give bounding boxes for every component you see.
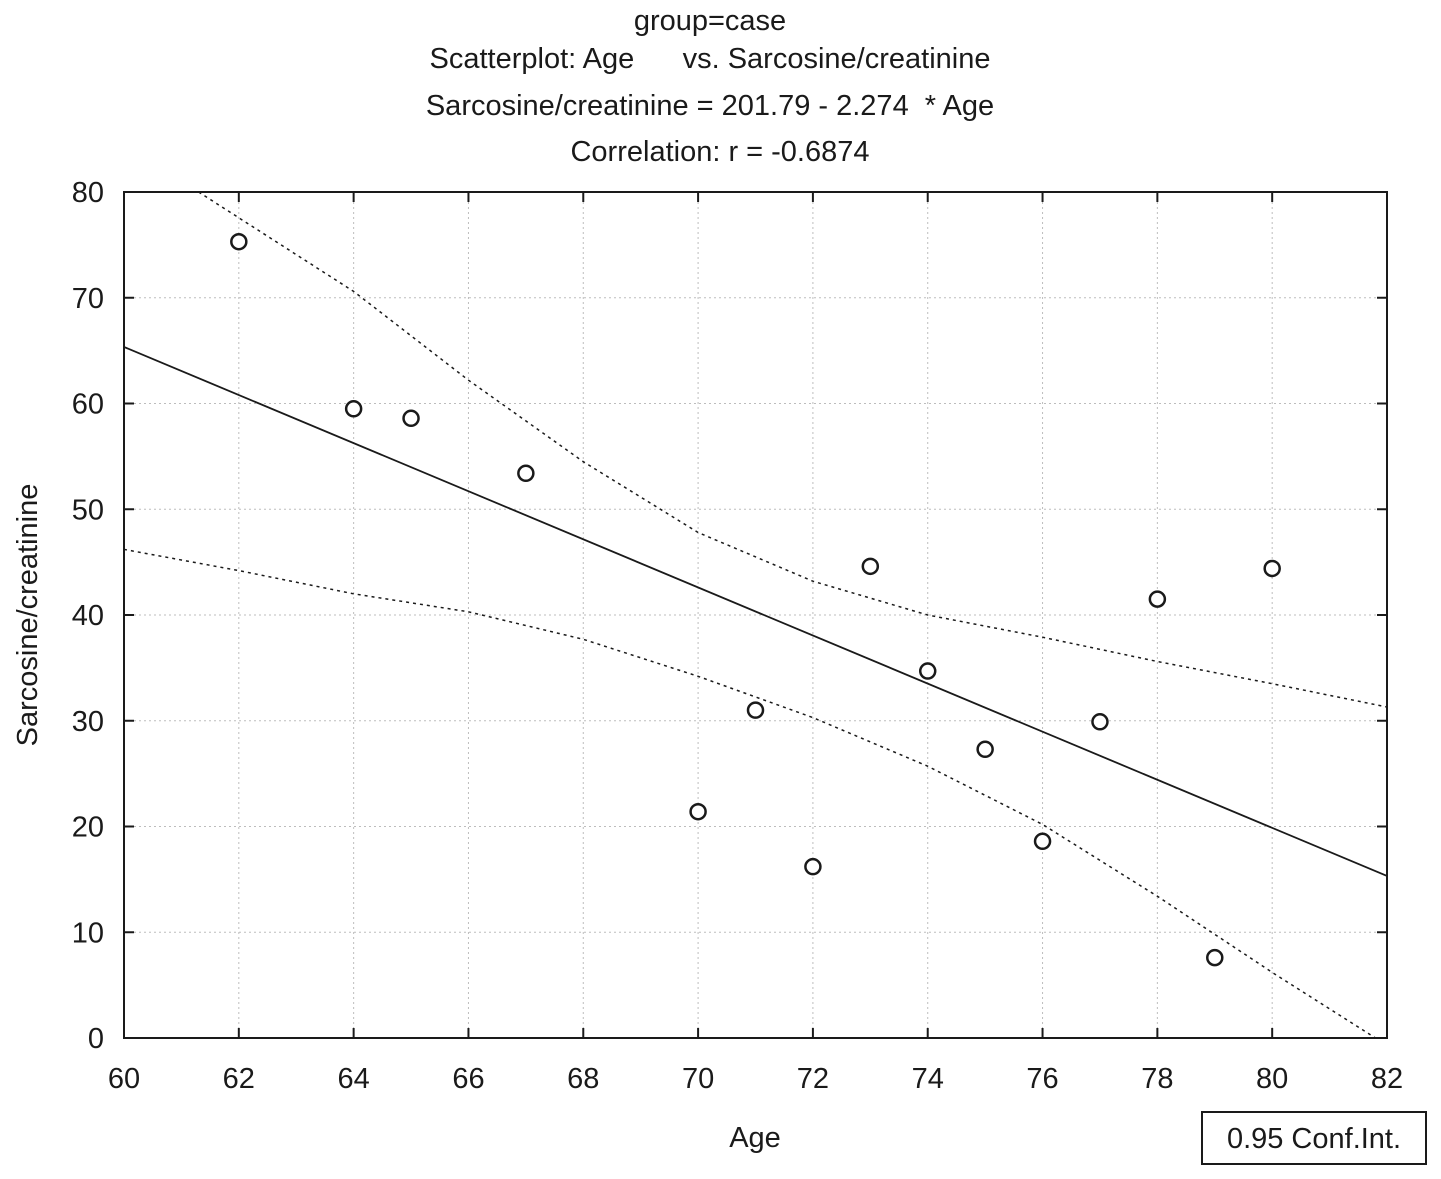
y-tick-label: 80 xyxy=(72,177,104,209)
data-point xyxy=(344,400,363,418)
x-tick-label: 70 xyxy=(682,1063,714,1095)
x-tick-label: 78 xyxy=(1141,1063,1173,1095)
data-points xyxy=(230,232,1281,967)
x-tick-labels: 60 62 64 66 68 70 72 74 76 78 80 82 xyxy=(108,1063,1403,1095)
data-point xyxy=(230,232,248,251)
chart-title-line-2: Scatterplot: Age vs. Sarcosine/creatinin… xyxy=(430,43,991,75)
confidence-band-upper xyxy=(198,191,1388,708)
legend-label: 0.95 Conf.Int. xyxy=(1227,1123,1401,1155)
confidence-band xyxy=(123,191,1388,1039)
x-tick-label: 76 xyxy=(1026,1063,1058,1095)
y-tick-label: 50 xyxy=(72,494,104,526)
y-axis-title: Sarcosine/creatinine xyxy=(12,484,44,747)
data-point xyxy=(1091,713,1109,731)
y-tick-label: 30 xyxy=(72,706,104,738)
y-tick-labels: 0 10 20 30 40 50 60 70 80 xyxy=(72,177,104,1055)
x-tick-label: 60 xyxy=(108,1063,140,1095)
chart-title-line-3: Sarcosine/creatinine = 201.79 - 2.274 * … xyxy=(426,90,994,122)
grid-lines xyxy=(124,192,1387,1038)
x-tick-label: 64 xyxy=(338,1063,370,1095)
y-tick-label: 0 xyxy=(88,1023,104,1055)
x-tick-label: 68 xyxy=(567,1063,599,1095)
y-tick-label: 70 xyxy=(72,283,104,315)
x-tick-label: 82 xyxy=(1371,1063,1403,1095)
x-tick-label: 66 xyxy=(452,1063,484,1095)
data-point xyxy=(804,857,822,876)
x-axis-title: Age xyxy=(729,1122,781,1154)
x-tick-label: 72 xyxy=(797,1063,829,1095)
chart-title-line-4: Correlation: r = -0.6874 xyxy=(570,136,869,168)
legend-box xyxy=(1201,1111,1427,1165)
y-tick-label: 20 xyxy=(72,812,104,844)
data-point xyxy=(1033,832,1052,851)
data-point xyxy=(976,740,994,759)
data-point xyxy=(918,662,937,680)
regression-line xyxy=(123,346,1388,877)
y-tick-label: 40 xyxy=(72,600,104,632)
data-point xyxy=(1206,948,1224,967)
data-point xyxy=(746,701,765,719)
data-point xyxy=(1263,559,1281,578)
y-tick-label: 10 xyxy=(72,917,104,949)
x-tick-label: 80 xyxy=(1256,1063,1288,1095)
confidence-band-lower xyxy=(123,548,1376,1039)
data-point xyxy=(1148,590,1167,608)
axis-ticks xyxy=(123,191,1388,1039)
chart-title-group: group=case Scatterplot: Age vs. Sarcosin… xyxy=(426,5,994,168)
data-point xyxy=(861,557,880,576)
x-tick-label: 62 xyxy=(223,1063,255,1095)
legend: 0.95 Conf.Int. xyxy=(1201,1111,1427,1165)
data-point xyxy=(402,409,420,428)
data-point xyxy=(517,464,535,483)
regression-line-group xyxy=(123,346,1388,877)
y-tick-label: 60 xyxy=(72,389,104,421)
x-tick-label: 74 xyxy=(912,1063,944,1095)
data-point xyxy=(689,802,707,821)
chart-title-line-1: group=case xyxy=(634,5,786,37)
